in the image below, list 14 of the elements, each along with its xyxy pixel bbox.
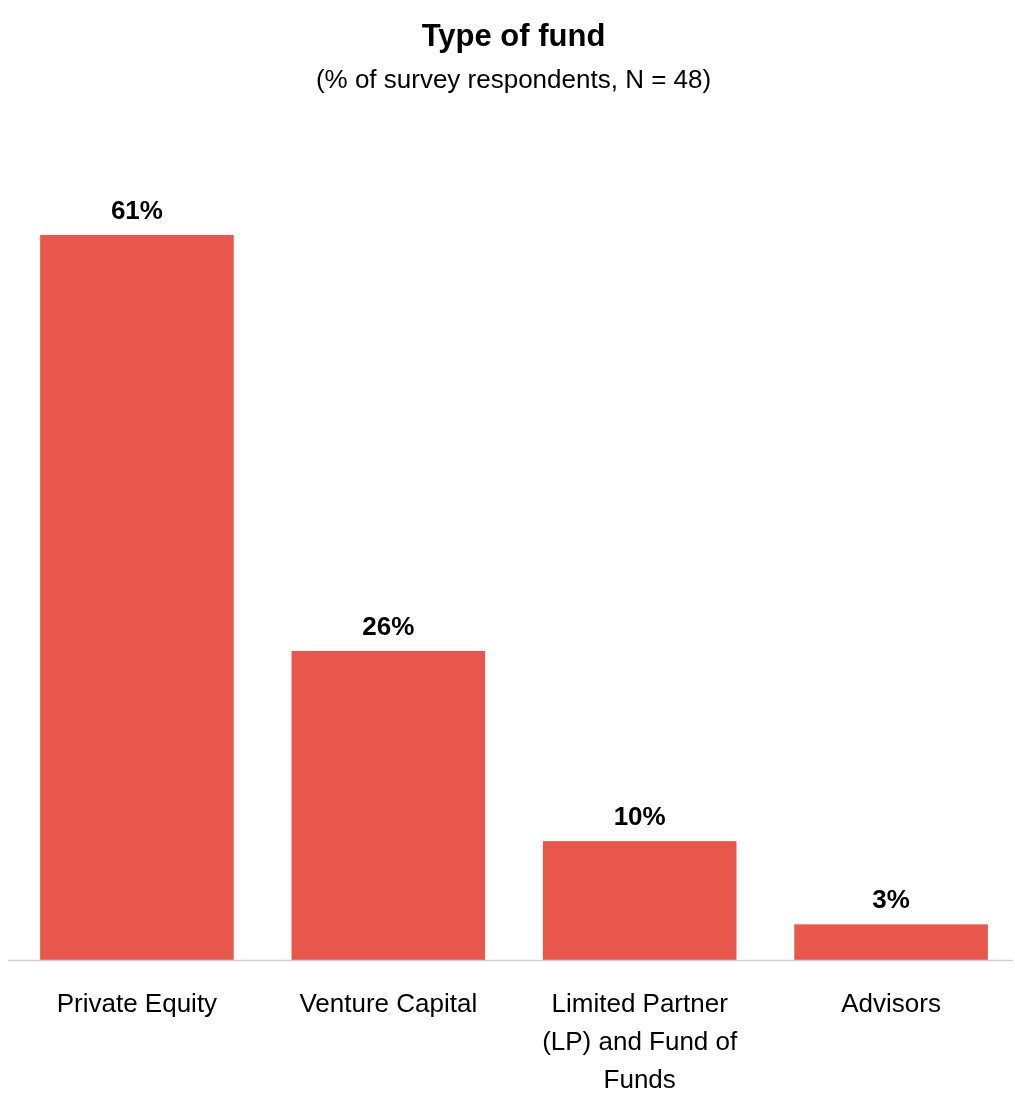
data-label: 3%	[872, 884, 910, 915]
data-label: 61%	[110, 195, 163, 225]
bar	[542, 841, 737, 960]
chart-title: Type of fund	[421, 18, 606, 53]
data-label: 26%	[362, 610, 415, 641]
x-tick-label: Limited Partner (LP) and Fund of Funds	[542, 988, 739, 1094]
bar	[291, 650, 486, 960]
x-tick-label: Advisors	[841, 988, 941, 1018]
x-tick-label: Private Equity	[56, 988, 218, 1018]
chart-subtitle: (% of survey respondents, N = 48)	[315, 64, 712, 94]
x-tick-label: Venture Capital	[299, 988, 478, 1018]
bar	[40, 235, 234, 960]
bar	[794, 924, 988, 960]
data-label: 10%	[613, 801, 666, 832]
